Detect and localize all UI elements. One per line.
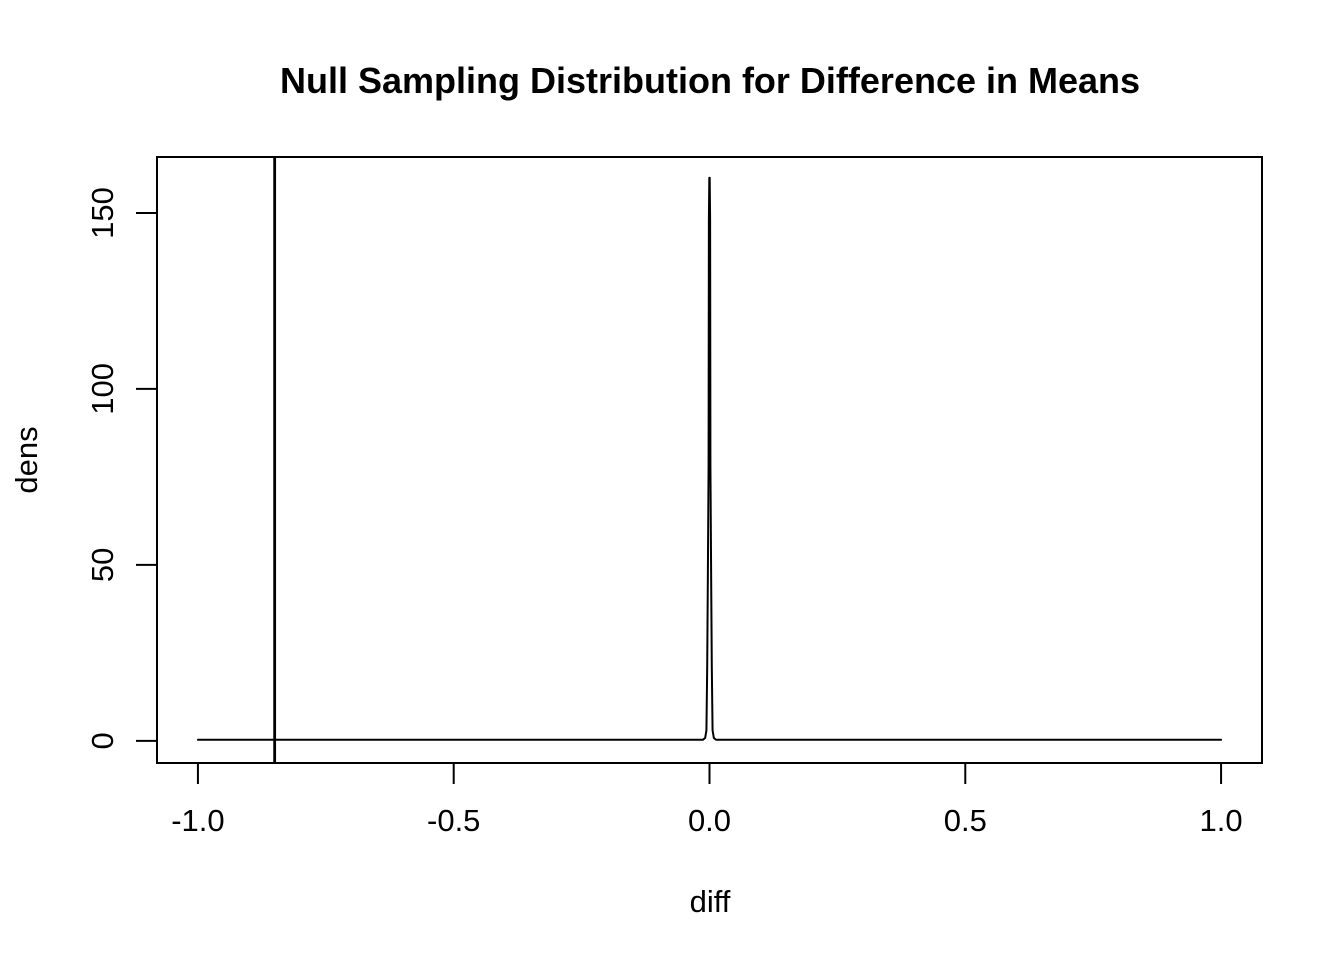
- y-tick-label: 50: [85, 548, 120, 582]
- x-tick-label: -0.5: [427, 803, 480, 838]
- y-axis-title: dens: [9, 426, 44, 493]
- x-tick-label: 1.0: [1200, 803, 1243, 838]
- x-tick-label: -1.0: [171, 803, 224, 838]
- y-tick-label: 0: [85, 732, 120, 749]
- y-tick-label: 150: [85, 187, 120, 239]
- x-tick-label: 0.0: [688, 803, 731, 838]
- null-density-curve: [196, 176, 1223, 741]
- y-tick-label: 100: [85, 363, 120, 415]
- x-axis: -1.0 -0.5 0.0 0.5 1.0: [171, 763, 1243, 838]
- y-axis: 0 50 100 150: [85, 187, 157, 749]
- x-tick-label: 0.5: [944, 803, 987, 838]
- chart-title: Null Sampling Distribution for Differenc…: [280, 60, 1140, 101]
- x-axis-title: diff: [690, 884, 731, 919]
